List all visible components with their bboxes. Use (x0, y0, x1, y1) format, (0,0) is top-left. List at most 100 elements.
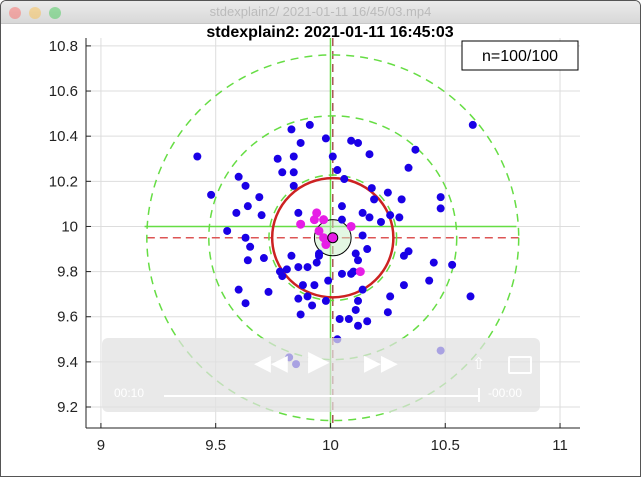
data-point (243, 256, 252, 265)
recent-point (314, 226, 324, 236)
x-tick-label: 9.5 (205, 437, 226, 454)
data-point (259, 254, 268, 263)
data-point (289, 168, 298, 177)
data-point (241, 233, 250, 242)
data-point (337, 215, 346, 224)
data-point (264, 287, 273, 296)
data-point (411, 145, 420, 154)
data-point (234, 285, 243, 294)
data-point (289, 181, 298, 190)
minimize-button[interactable] (29, 7, 41, 19)
data-point (312, 258, 321, 267)
close-button[interactable] (9, 7, 21, 19)
data-point (354, 296, 363, 305)
data-point (395, 213, 404, 222)
data-point (246, 242, 255, 251)
window-title: stdexplain2/ 2021-01-11 16/45/03.mp4 (209, 4, 432, 19)
data-point (324, 276, 333, 285)
data-point (399, 281, 408, 290)
data-point (193, 152, 202, 161)
y-tick-label: 10 (61, 218, 78, 235)
data-point (468, 120, 477, 129)
data-point (351, 249, 360, 258)
data-point (404, 247, 413, 256)
red-solid-circle (270, 176, 395, 299)
data-point (340, 175, 349, 184)
zoom-button[interactable] (49, 7, 61, 19)
data-point (358, 231, 367, 240)
data-point (273, 154, 282, 163)
green-dashed-circle (208, 115, 458, 361)
data-point (365, 213, 374, 222)
data-point (351, 305, 360, 314)
y-tick-label: 9.2 (57, 399, 78, 416)
progress-handle[interactable] (478, 388, 480, 402)
rewind-button[interactable]: ◀◀ (254, 350, 288, 375)
data-point (376, 217, 385, 226)
data-point (207, 190, 216, 199)
data-point (354, 138, 363, 147)
data-point (347, 136, 356, 145)
y-tick-label: 10.2 (49, 173, 78, 190)
data-point (303, 263, 312, 272)
chart-title: stdexplain2: 2021-01-11 16:45:03 (206, 24, 453, 41)
y-tick-label: 10.8 (49, 38, 78, 55)
data-point (298, 281, 307, 290)
data-point (354, 256, 363, 265)
fast-forward-button[interactable]: ▶▶ (364, 350, 398, 375)
data-point (386, 211, 395, 220)
data-point (354, 321, 363, 330)
data-point (308, 301, 317, 310)
y-tick-label: 9.4 (57, 354, 78, 371)
data-point (429, 258, 438, 267)
data-point (344, 314, 353, 323)
data-point (425, 276, 434, 285)
y-tick-label: 10.4 (49, 128, 78, 145)
data-point (321, 134, 330, 143)
data-point (386, 292, 395, 301)
data-point (333, 166, 342, 175)
elapsed-time: 00:10 (114, 386, 145, 400)
data-point (436, 193, 445, 202)
data-point (328, 152, 337, 161)
legend-box (461, 40, 579, 71)
data-point (223, 226, 232, 235)
remaining-time: -00:00 (488, 386, 523, 400)
data-point (383, 308, 392, 317)
y-tick-label: 10.6 (49, 83, 78, 100)
y-tick-label: 9.6 (57, 309, 78, 326)
data-point (448, 260, 457, 269)
data-point (296, 138, 305, 147)
data-point (282, 265, 291, 274)
share-icon[interactable]: ⇧ (472, 356, 486, 373)
x-tick-label: 9 (97, 437, 105, 454)
data-point (278, 168, 287, 177)
data-point (363, 245, 372, 254)
data-point (243, 202, 252, 211)
recent-point (312, 208, 322, 218)
data-point (335, 314, 344, 323)
data-point (289, 152, 298, 161)
data-point (294, 294, 303, 303)
green-dashed-circle (268, 174, 398, 302)
title-bar: stdexplain2/ 2021-01-11 16/45/03.mp4 (1, 1, 640, 24)
data-point (363, 317, 372, 326)
data-point (241, 181, 250, 190)
data-point (367, 184, 376, 193)
data-point (255, 193, 264, 202)
data-point (241, 299, 250, 308)
data-point (296, 310, 305, 319)
picture-in-picture-icon[interactable] (508, 356, 532, 374)
recent-point (346, 221, 356, 231)
progress-bar[interactable] (164, 395, 478, 397)
legend-text: n=100/100 (482, 48, 558, 65)
data-point (337, 269, 346, 278)
data-point (234, 172, 243, 181)
play-button[interactable]: ▶ (308, 345, 330, 376)
x-tick-label: 11 (552, 437, 568, 454)
data-point (303, 292, 312, 301)
data-point (370, 195, 379, 204)
data-point (287, 125, 296, 134)
data-point (287, 251, 296, 260)
